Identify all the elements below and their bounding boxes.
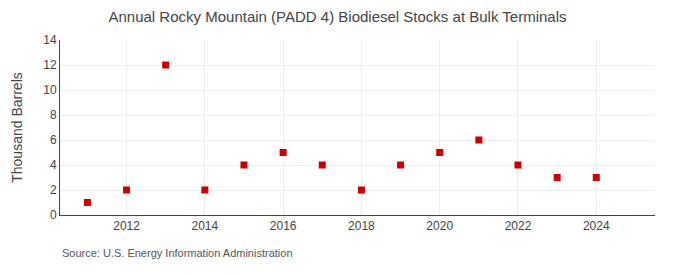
svg-text:2022: 2022 [505,219,532,233]
svg-text:Thousand Barrels: Thousand Barrels [9,72,25,183]
svg-text:2024: 2024 [583,219,610,233]
svg-text:2016: 2016 [270,219,297,233]
svg-text:10: 10 [43,83,57,97]
svg-text:2014: 2014 [191,219,218,233]
svg-text:2: 2 [50,183,57,197]
svg-text:Annual Rocky Mountain (PADD 4): Annual Rocky Mountain (PADD 4) Biodiesel… [109,8,567,25]
svg-text:2018: 2018 [348,219,375,233]
svg-text:0: 0 [50,208,57,222]
svg-text:14: 14 [43,33,57,47]
svg-text:Source: U.S. Energy Informatio: Source: U.S. Energy Information Administ… [62,247,293,259]
svg-text:8: 8 [50,108,57,122]
svg-text:2020: 2020 [426,219,453,233]
svg-text:2012: 2012 [113,219,140,233]
svg-text:12: 12 [43,58,57,72]
svg-text:4: 4 [50,158,57,172]
svg-text:6: 6 [50,133,57,147]
